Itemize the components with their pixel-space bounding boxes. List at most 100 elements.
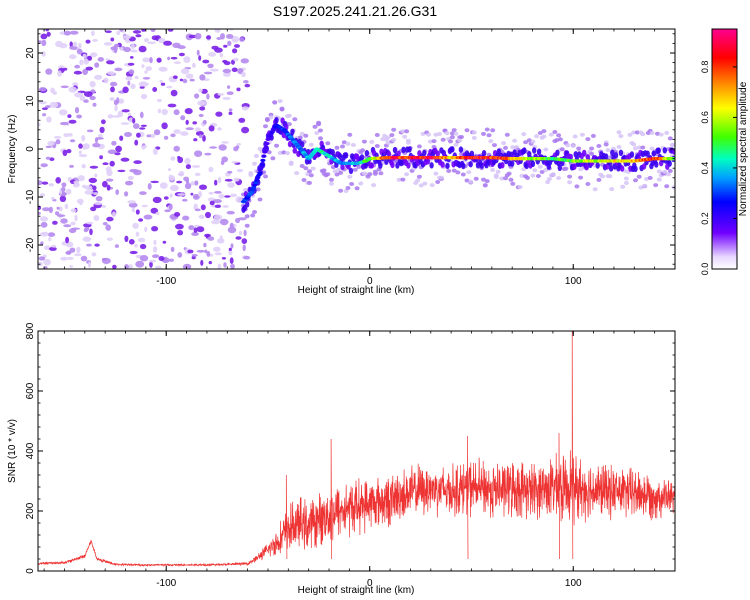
ridge-halo (263, 124, 268, 129)
ridge-halo (508, 177, 514, 182)
y-tick-label: 20 (25, 47, 36, 59)
noise-blob (87, 55, 93, 61)
noise-blob (150, 29, 156, 33)
ridge-halo (341, 140, 347, 145)
ridge-halo (449, 131, 455, 136)
ridge-band (654, 161, 659, 168)
noise-blob (244, 83, 251, 88)
noise-blob (215, 111, 223, 117)
ridge-halo (250, 213, 256, 218)
noise-blob (70, 208, 77, 213)
noise-blob (213, 246, 221, 252)
noise-blob (109, 97, 115, 101)
noise-blob (119, 135, 124, 141)
ridge-core (264, 142, 270, 146)
ridge-halo (492, 143, 497, 148)
ridge-halo (504, 132, 510, 137)
noise-blob (38, 40, 42, 44)
ridge-halo (556, 176, 562, 180)
ridge-halo (371, 183, 377, 188)
noise-blob (158, 66, 168, 72)
noise-blob (127, 62, 135, 66)
y-tick-label: 200 (25, 502, 36, 519)
noise-blob (60, 85, 69, 89)
noise-blob (180, 68, 190, 75)
ridge-halo (374, 133, 380, 137)
noise-blob (221, 156, 228, 163)
ridge-halo (336, 167, 342, 172)
noise-blob (159, 182, 168, 189)
noise-blob (78, 143, 83, 149)
ridge-halo (620, 184, 626, 189)
noise-blob (207, 63, 214, 69)
noise-blob (73, 180, 79, 185)
noise-blob (134, 243, 138, 248)
ridge-halo (242, 188, 248, 192)
ridge-halo (334, 172, 340, 177)
noise-blob (40, 241, 44, 246)
noise-blob (80, 255, 88, 262)
noise-blob (162, 240, 167, 244)
noise-blob (128, 69, 135, 75)
ridge-halo (303, 166, 309, 171)
ridge-band (532, 147, 537, 154)
noise-blob (97, 57, 105, 62)
noise-blob (216, 37, 222, 40)
noise-blob (115, 189, 119, 195)
noise-blob (135, 260, 145, 268)
noise-blob (110, 86, 115, 93)
noise-blob (39, 193, 46, 197)
noise-blob (195, 131, 204, 136)
noise-blob (52, 220, 58, 225)
ridge-core (257, 171, 263, 175)
ridge-halo (490, 128, 496, 133)
ridge-halo (435, 180, 441, 184)
noise-blob (38, 122, 41, 127)
noise-blob (55, 139, 61, 145)
noise-blob (132, 117, 136, 124)
ridge-halo (649, 131, 655, 135)
ridge-band (645, 150, 650, 157)
ridge-halo (270, 156, 276, 161)
ridge-core (250, 188, 256, 192)
noise-blob (227, 226, 237, 234)
ridge-halo (471, 135, 477, 140)
noise-blob (42, 113, 47, 117)
noise-blob (139, 243, 147, 250)
noise-blob (59, 195, 67, 202)
ridge-halo (440, 137, 446, 142)
noise-blob (147, 41, 157, 45)
noise-blob (106, 184, 111, 191)
noise-blob (219, 53, 224, 58)
ridge-halo (252, 210, 257, 214)
ridge-halo (279, 107, 285, 112)
noise-blob (47, 232, 56, 237)
noise-blob (233, 177, 240, 182)
ridge-halo (563, 166, 569, 171)
noise-blob (160, 82, 166, 86)
noise-blob (95, 196, 103, 202)
ridge-halo (482, 183, 488, 188)
noise-blob (106, 237, 113, 241)
noise-blob (193, 138, 198, 142)
ridge-halo (634, 130, 640, 135)
colorbar-tick-label: 0.8 (700, 61, 710, 74)
ridge-halo (361, 139, 367, 144)
ridge-halo (433, 171, 439, 176)
noise-blob (144, 226, 148, 232)
noise-blob (223, 44, 228, 48)
noise-blob (142, 57, 150, 63)
ridge-halo (347, 132, 353, 137)
noise-blob (111, 140, 117, 146)
ridge-halo (455, 170, 461, 175)
noise-blob (182, 215, 190, 221)
noise-blob (152, 246, 158, 253)
x-tick-label: 100 (565, 578, 582, 589)
noise-blob (148, 259, 157, 263)
noise-blob (227, 170, 233, 174)
y-tick-label: 0 (25, 568, 36, 574)
noise-blob (137, 237, 146, 243)
noise-blob (204, 249, 208, 254)
noise-blob (185, 127, 194, 131)
noise-blob (155, 211, 160, 215)
